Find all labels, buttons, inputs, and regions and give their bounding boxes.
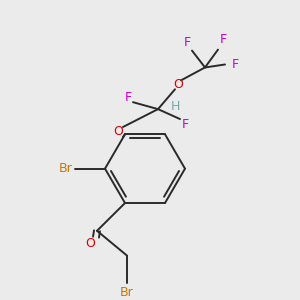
Text: F: F — [124, 91, 132, 104]
Text: H: H — [170, 100, 180, 113]
Text: F: F — [231, 58, 239, 71]
Text: F: F — [219, 33, 226, 46]
Text: O: O — [173, 78, 183, 91]
Text: Br: Br — [59, 162, 73, 175]
Text: Br: Br — [120, 286, 134, 299]
Text: F: F — [183, 36, 190, 49]
Text: O: O — [85, 237, 95, 250]
Text: O: O — [113, 125, 123, 138]
Text: F: F — [182, 118, 189, 130]
